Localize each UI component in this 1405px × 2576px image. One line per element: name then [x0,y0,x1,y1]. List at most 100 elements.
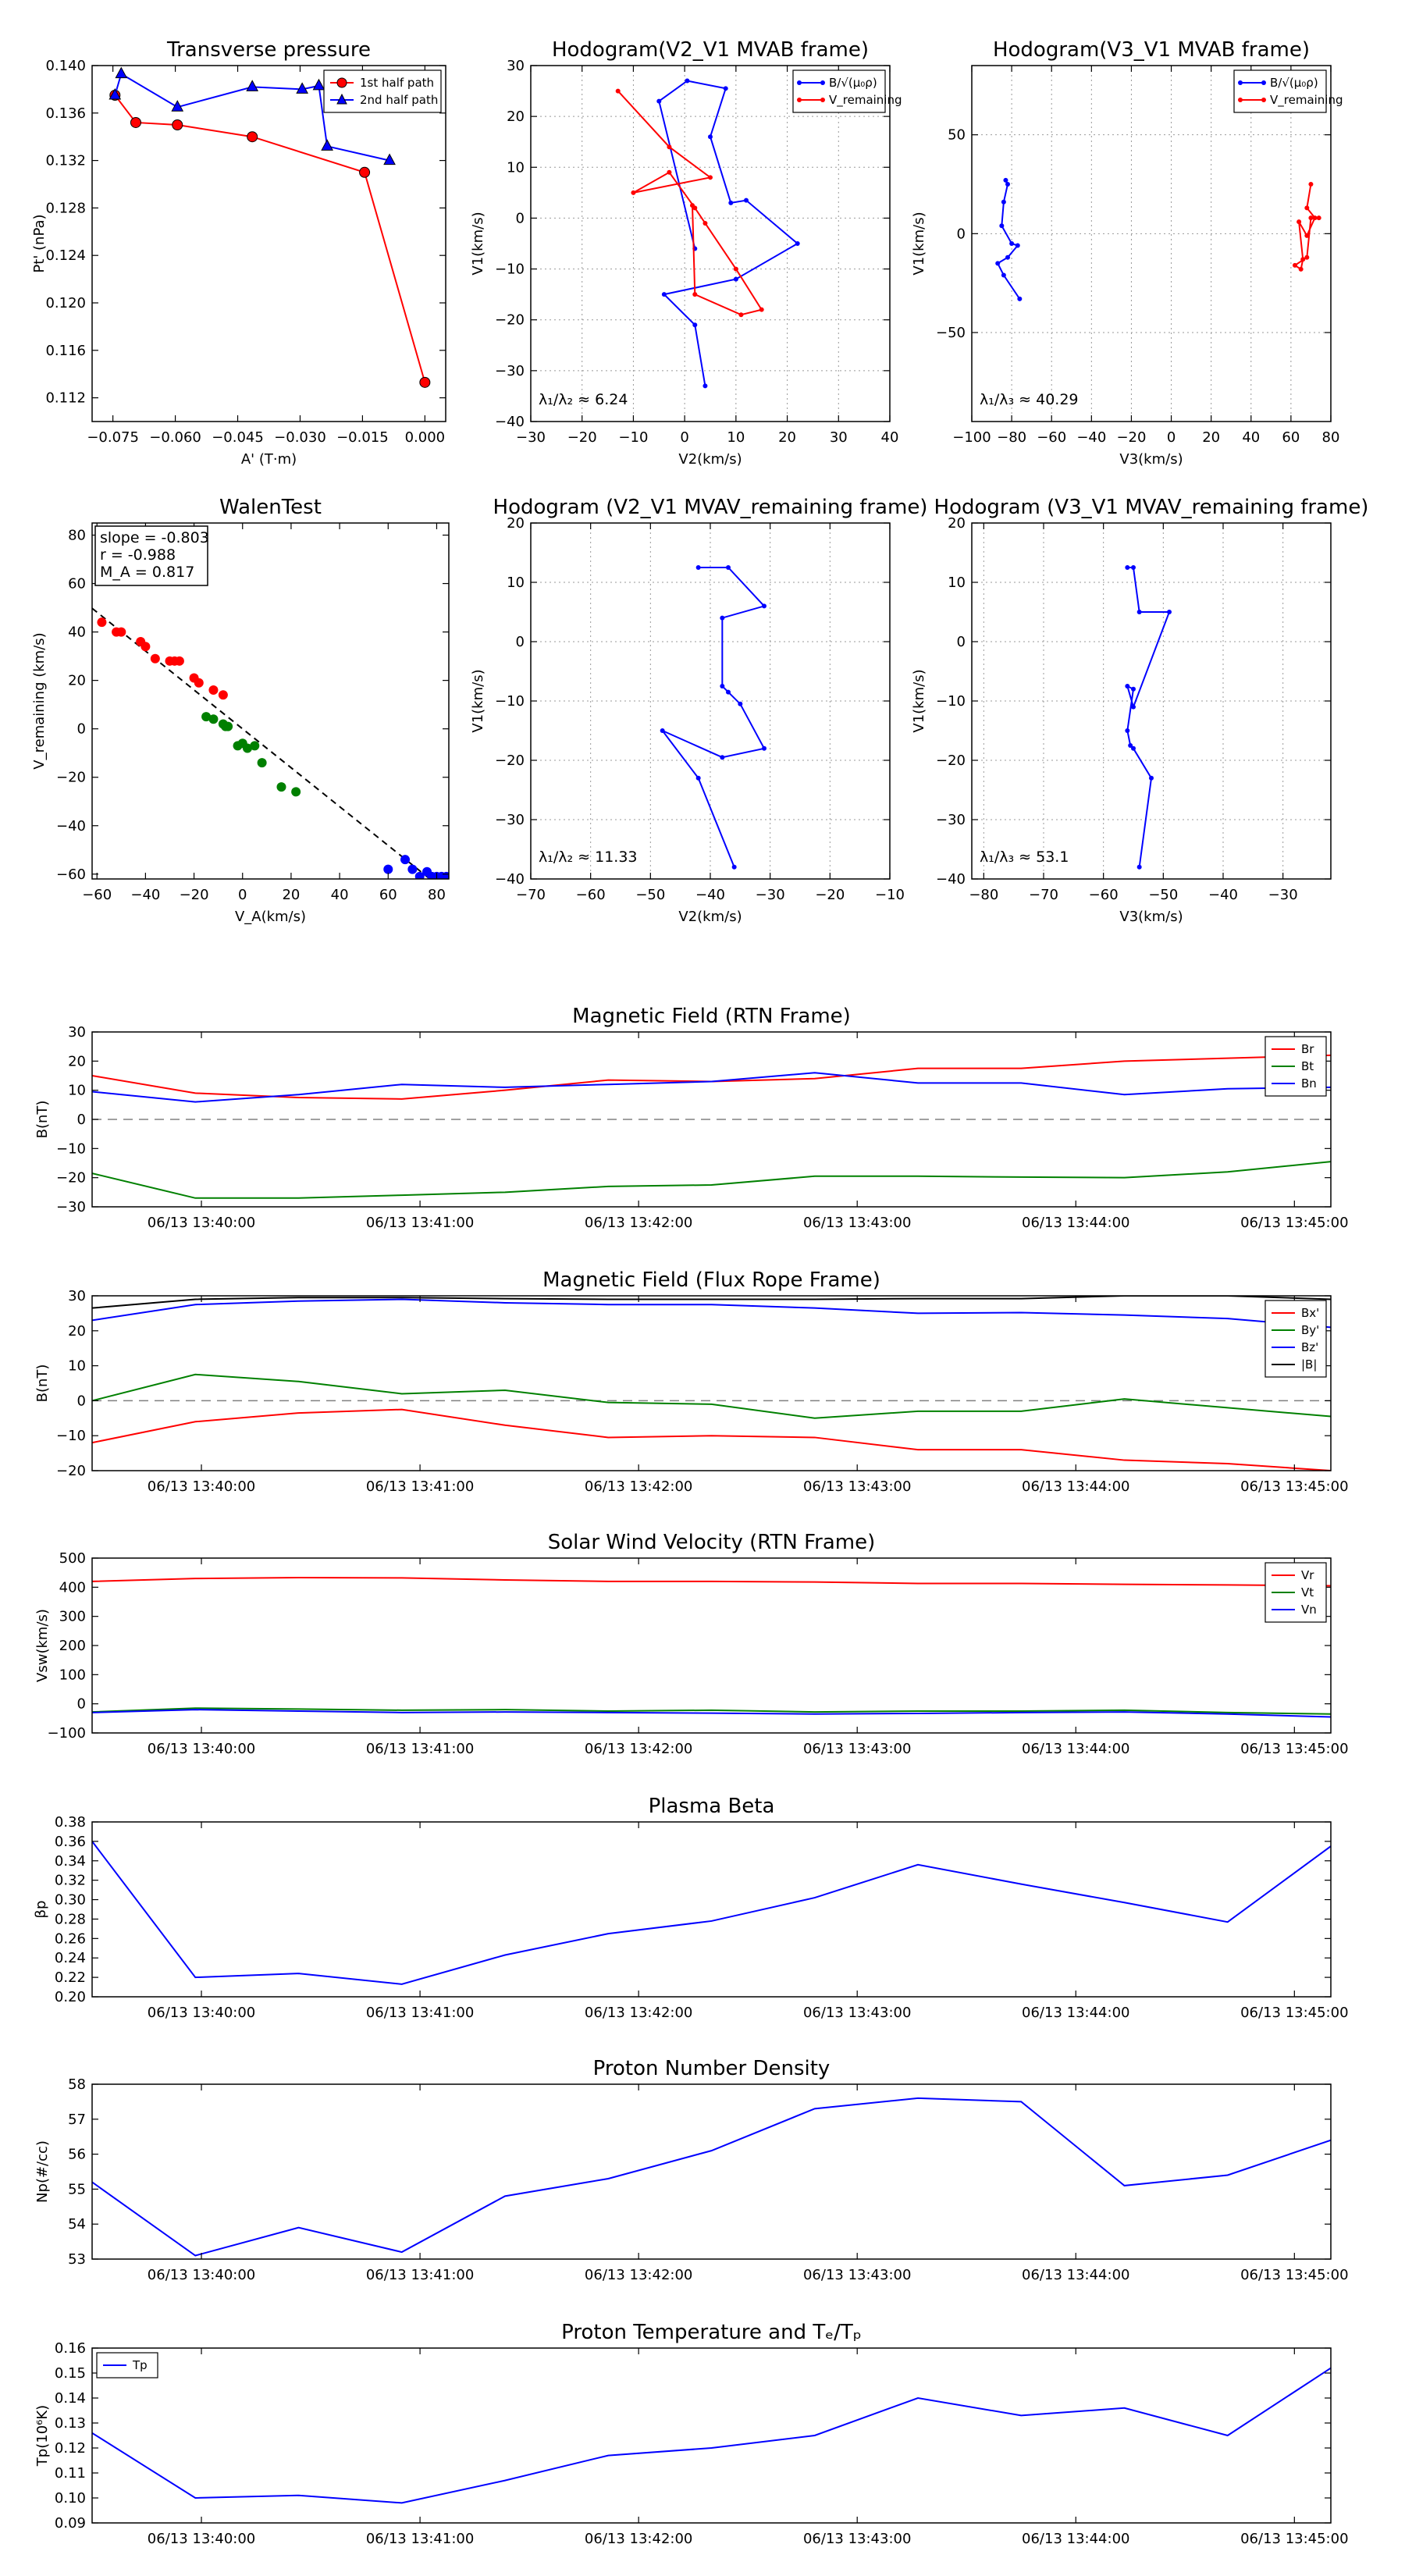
x-tick-label: 06/13 13:43:00 [803,2267,911,2283]
legend-marker [336,77,347,88]
legend-marker [1261,80,1266,85]
y-tick-label: 0.128 [45,200,86,216]
legend-marker [336,93,347,105]
legend-label: Vt [1301,1585,1314,1599]
data-point [208,685,219,696]
y-tick-label: 0.15 [55,2365,86,2382]
data-point [208,714,219,724]
y-tick-label: 0 [957,226,966,242]
x-tick-label: −30 [516,429,546,446]
x-tick-label: 06/13 13:44:00 [1022,1215,1129,1231]
chart-ts5: Proton Number Density 06/13 13:40:00 06/13… [34,2057,1349,2283]
data-point [1300,257,1306,262]
x-tick-label: −10 [618,429,648,446]
chart-tp: Transverse pressure −0.075 −0.060 −0.045 −0.… [31,38,446,468]
y-axis-label: V1(km/s) [911,212,927,275]
x-tick-label: 06/13 13:41:00 [366,2531,474,2547]
eigen-ratio-annotation: λ₁/λ₂ ≈ 6.24 [539,391,628,408]
y-tick-label: 56 [68,2147,86,2163]
data-point [695,775,701,781]
legend-box [323,69,442,113]
data-point [744,197,749,203]
x-tick-label: −60 [82,887,112,903]
data-point [1167,610,1172,614]
data-point [1009,241,1015,246]
chart-walen: WalenTest −60 −40 −20 0 20 40 60 80 −60 −40 −20 0 20 4… [31,496,450,925]
legend-marker [1261,98,1266,102]
data-point [1125,684,1130,688]
axes-frame [971,65,1332,422]
data-point [692,292,698,297]
data-point [246,80,259,91]
data-point [140,642,151,652]
data-point [383,864,393,874]
data-point [738,701,743,706]
axes-frame [91,522,450,880]
y-tick-label: 0.12 [55,2440,86,2457]
x-tick-label: 06/13 13:43:00 [803,2531,911,2547]
x-tick-label: 06/13 13:40:00 [148,1215,255,1231]
series-line-blue [661,567,766,868]
data-point [1131,704,1136,710]
x-tick-label: −0.030 [274,429,326,446]
x-tick-label: 0 [680,429,688,446]
data-point [759,307,764,312]
data-point [1304,254,1310,260]
chart-title: Hodogram (V3_V1 MVAV_remaining frame) [934,496,1369,519]
chart-title: WalenTest [219,496,322,519]
x-tick-label: −70 [1029,887,1058,903]
y-tick-label: −20 [56,1463,86,1479]
data-point [1312,215,1318,221]
x-tick-label: 06/13 13:44:00 [1022,2531,1129,2547]
data-point [762,603,767,609]
legend-label: V_remaining [1270,93,1343,108]
x-tick-label: −20 [815,887,845,903]
data-point [201,712,212,722]
data-point [1017,296,1023,301]
x-tick-label: 0.000 [405,429,446,446]
data-point [400,855,411,865]
x-tick-label: 06/13 13:42:00 [585,2267,692,2283]
plot-area [92,2367,1331,2504]
chart-ts4: Plasma Beta 06/13 13:40:00 06/13 13:41:00 0… [33,1795,1349,2021]
y-tick-label: −10 [936,693,966,710]
y-tick-label: 50 [948,127,966,144]
y-tick-label: 0 [77,721,86,738]
x-tick-label: 80 [1322,429,1340,446]
data-point [1308,215,1314,221]
y-tick-label: 0.13 [55,2415,86,2432]
data-point [257,758,267,768]
y-tick-label: −30 [495,812,525,828]
data-point [150,653,160,664]
x-tick-label: −20 [1116,429,1146,446]
y-tick-label: −40 [495,414,525,430]
x-axis-label: A' (T·m) [241,451,297,468]
data-point [702,220,708,226]
legend-marker [1238,80,1243,85]
data-point [702,383,708,389]
x-tick-label: 06/13 13:45:00 [1240,2531,1348,2547]
chart-ts1: Magnetic Field (RTN Frame) 06/13 13:40:00… [34,1005,1349,1231]
x-tick-label: 0 [238,887,247,903]
x-tick-label: 06/13 13:42:00 [585,2531,692,2547]
data-point [1131,745,1136,751]
data-point [728,200,734,205]
y-tick-label: 20 [507,515,525,532]
y-tick-label: 0 [77,1393,86,1409]
data-point [1308,182,1314,187]
data-point [1293,262,1297,268]
x-tick-label: 06/13 13:43:00 [803,2005,911,2021]
legend-label: Bt [1301,1059,1314,1073]
x-tick-label: 06/13 13:40:00 [148,2267,255,2283]
y-tick-label: 0.30 [55,1892,86,1909]
y-tick-label: 0.22 [55,1969,86,1986]
y-tick-label: 0 [516,634,525,650]
y-tick-label: 10 [507,159,525,176]
x-tick-label: 40 [331,887,349,903]
x-tick-label: −80 [969,887,998,903]
x-tick-label: −40 [130,887,160,903]
x-tick-label: −40 [695,887,725,903]
x-axis-label: V3(km/s) [1119,909,1183,925]
data-point [667,144,672,150]
data-point [795,241,800,246]
